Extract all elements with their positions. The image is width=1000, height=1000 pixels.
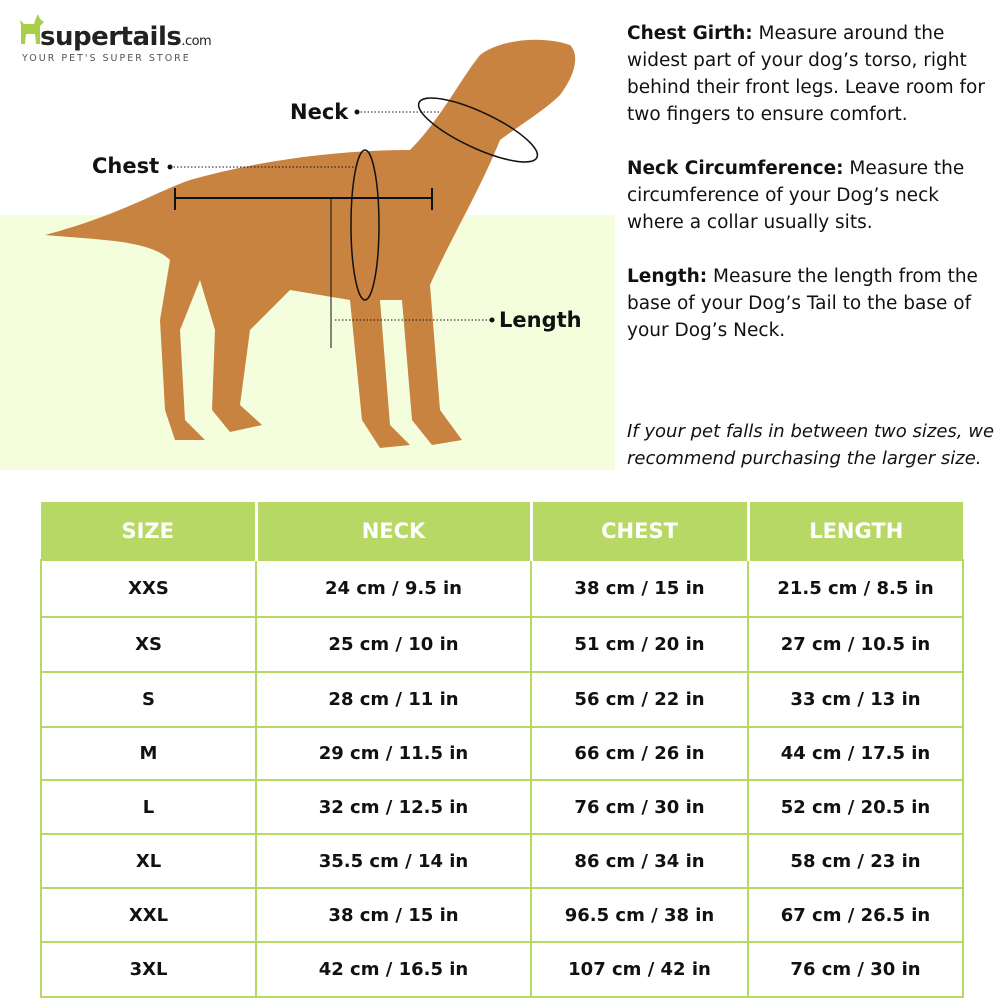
cell-length: 67 cm / 26.5 in	[747, 887, 964, 943]
cell-length: 44 cm / 17.5 in	[747, 726, 964, 781]
cell-length: 52 cm / 20.5 in	[747, 779, 964, 835]
cell-chest: 86 cm / 34 in	[530, 833, 749, 889]
dog-silhouette	[45, 39, 576, 448]
logo-tagline: YOUR PET'S SUPER STORE	[22, 53, 191, 64]
cell-size: XS	[40, 616, 257, 673]
header-size: SIZE	[41, 502, 258, 560]
cell-chest: 51 cm / 20 in	[530, 616, 749, 673]
cell-length: 58 cm / 23 in	[747, 833, 964, 889]
cell-neck: 25 cm / 10 in	[255, 616, 532, 673]
header-chest: CHEST	[529, 502, 750, 560]
cell-neck: 32 cm / 12.5 in	[255, 779, 532, 835]
cell-chest: 107 cm / 42 in	[530, 941, 749, 998]
table-row: L 32 cm / 12.5 in 76 cm / 30 in 52 cm / 20.…	[40, 779, 964, 835]
cell-length: 76 cm / 30 in	[747, 941, 964, 998]
cell-chest: 38 cm / 15 in	[530, 559, 749, 618]
logo-dog-icon	[20, 14, 44, 44]
cell-size: L	[40, 779, 257, 835]
neck-label: Neck	[290, 100, 349, 124]
table-row: XXL 38 cm / 15 in 96.5 cm / 38 in 67 cm / 2…	[40, 887, 964, 943]
cell-size: XXS	[40, 559, 257, 618]
cell-chest: 96.5 cm / 38 in	[530, 887, 749, 943]
table-header-row: SIZE NECK CHEST LENGTH	[41, 502, 963, 560]
cell-size: S	[40, 671, 257, 728]
header-neck: NECK	[254, 502, 533, 560]
cell-length: 33 cm / 13 in	[747, 671, 964, 728]
cell-size: M	[40, 726, 257, 781]
cell-size: XXL	[40, 887, 257, 943]
cell-chest: 66 cm / 26 in	[530, 726, 749, 781]
table-row: XXS 24 cm / 9.5 in 38 cm / 15 in 21.5 cm / …	[40, 559, 964, 618]
table-row: XL 35.5 cm / 14 in 86 cm / 34 in 58 cm / 23…	[40, 833, 964, 889]
length-label: Length	[499, 308, 582, 332]
dog-measurement-illustration	[45, 39, 576, 448]
neck-circumference-description: Neck Circumference: Measure the circumfe…	[627, 158, 965, 233]
chest-girth-description: Chest Girth: Measure around the widest p…	[627, 23, 985, 125]
cell-neck: 35.5 cm / 14 in	[255, 833, 532, 889]
table-row: S 28 cm / 11 in 56 cm / 22 in 33 cm / 13 in	[40, 671, 964, 728]
cell-length: 21.5 cm / 8.5 in	[747, 559, 964, 618]
cell-size: XL	[40, 833, 257, 889]
cell-neck: 24 cm / 9.5 in	[255, 559, 532, 618]
header-length: LENGTH	[746, 502, 963, 560]
logo-wordmark: supertails.com	[40, 22, 212, 52]
cell-length: 27 cm / 10.5 in	[747, 616, 964, 673]
cell-neck: 28 cm / 11 in	[255, 671, 532, 728]
length-description: Length: Measure the length from the base…	[627, 266, 978, 341]
table-row: XS 25 cm / 10 in 51 cm / 20 in 27 cm / 10.5…	[40, 616, 964, 673]
cell-neck: 38 cm / 15 in	[255, 887, 532, 943]
table-row: M 29 cm / 11.5 in 66 cm / 26 in 44 cm / 17.…	[40, 726, 964, 781]
table-row: 3XL 42 cm / 16.5 in 107 cm / 42 in 76 cm / …	[40, 941, 964, 998]
size-chart-table: SIZE NECK CHEST LENGTH XXS 24 cm / 9.5 in…	[40, 502, 964, 998]
cell-chest: 56 cm / 22 in	[530, 671, 749, 728]
cell-neck: 29 cm / 11.5 in	[255, 726, 532, 781]
cell-chest: 76 cm / 30 in	[530, 779, 749, 835]
cell-neck: 42 cm / 16.5 in	[255, 941, 532, 998]
sizing-note: If your pet falls in between two sizes, …	[627, 421, 995, 469]
cell-size: 3XL	[40, 941, 257, 998]
chest-label: Chest	[92, 154, 160, 178]
